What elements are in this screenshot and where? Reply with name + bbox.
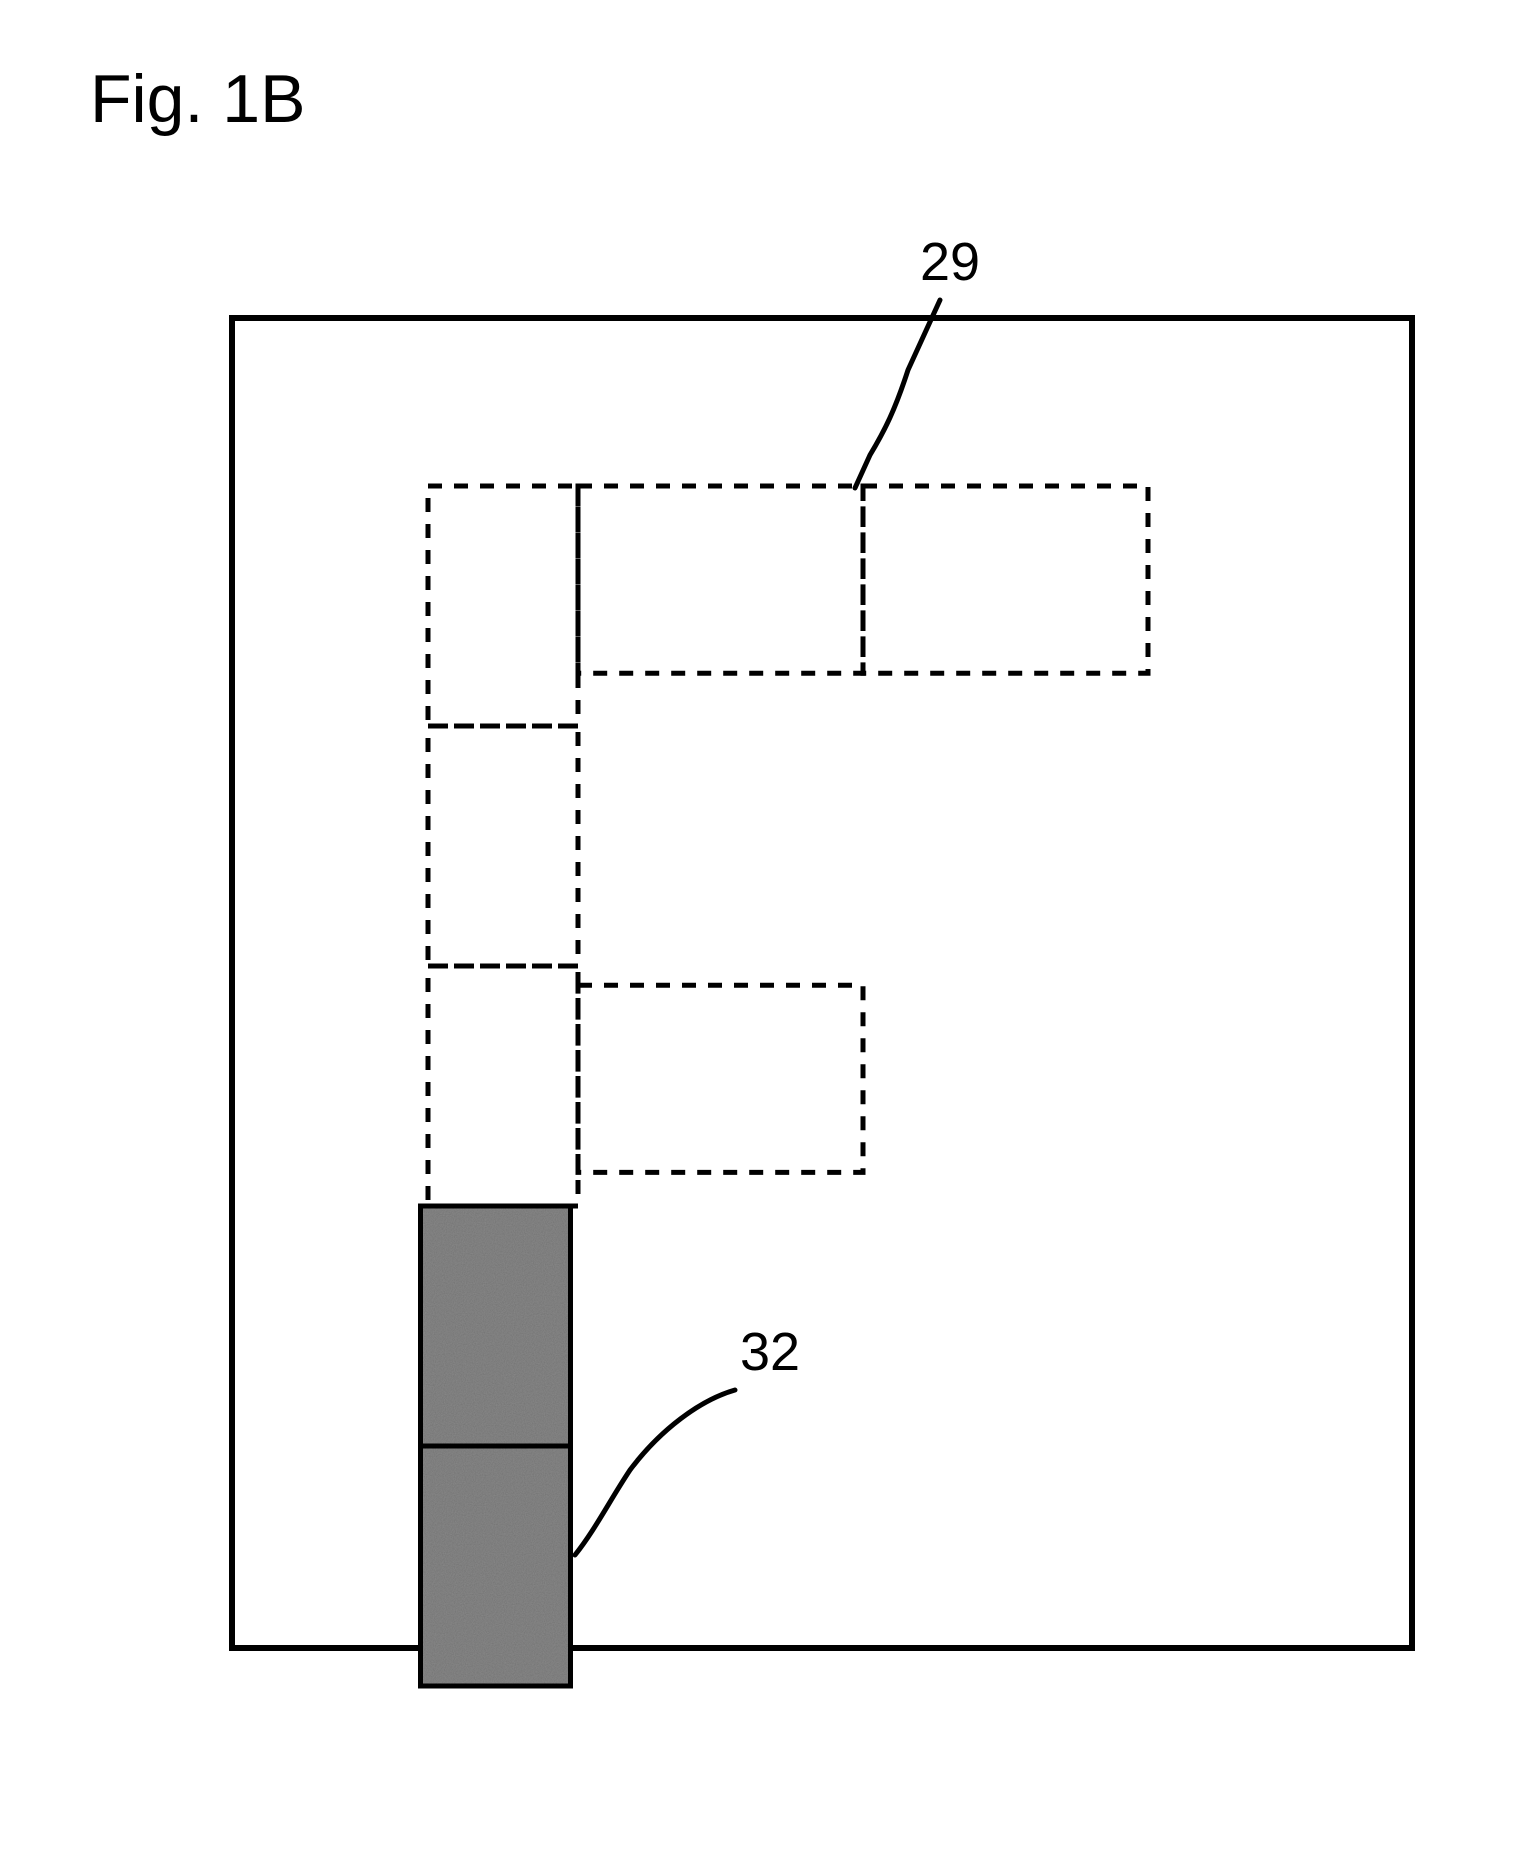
dashed-block-0 xyxy=(428,486,578,726)
dashed-block-1 xyxy=(578,486,863,673)
diagram-canvas: 29 32 xyxy=(0,0,1536,1876)
callout-leader-29 xyxy=(855,300,940,488)
dashed-block-3 xyxy=(428,726,578,966)
callout-leader-32 xyxy=(575,1390,735,1555)
figure-label: Fig. 1B xyxy=(90,60,305,138)
callout-label-32: 32 xyxy=(740,1322,800,1382)
shaded-block-1 xyxy=(421,1446,571,1686)
dashed-block-5 xyxy=(578,985,863,1172)
dashed-block-2 xyxy=(863,486,1148,673)
dashed-block-4 xyxy=(428,966,578,1206)
callout-label-29: 29 xyxy=(920,232,980,292)
shaded-block-0 xyxy=(421,1206,571,1446)
